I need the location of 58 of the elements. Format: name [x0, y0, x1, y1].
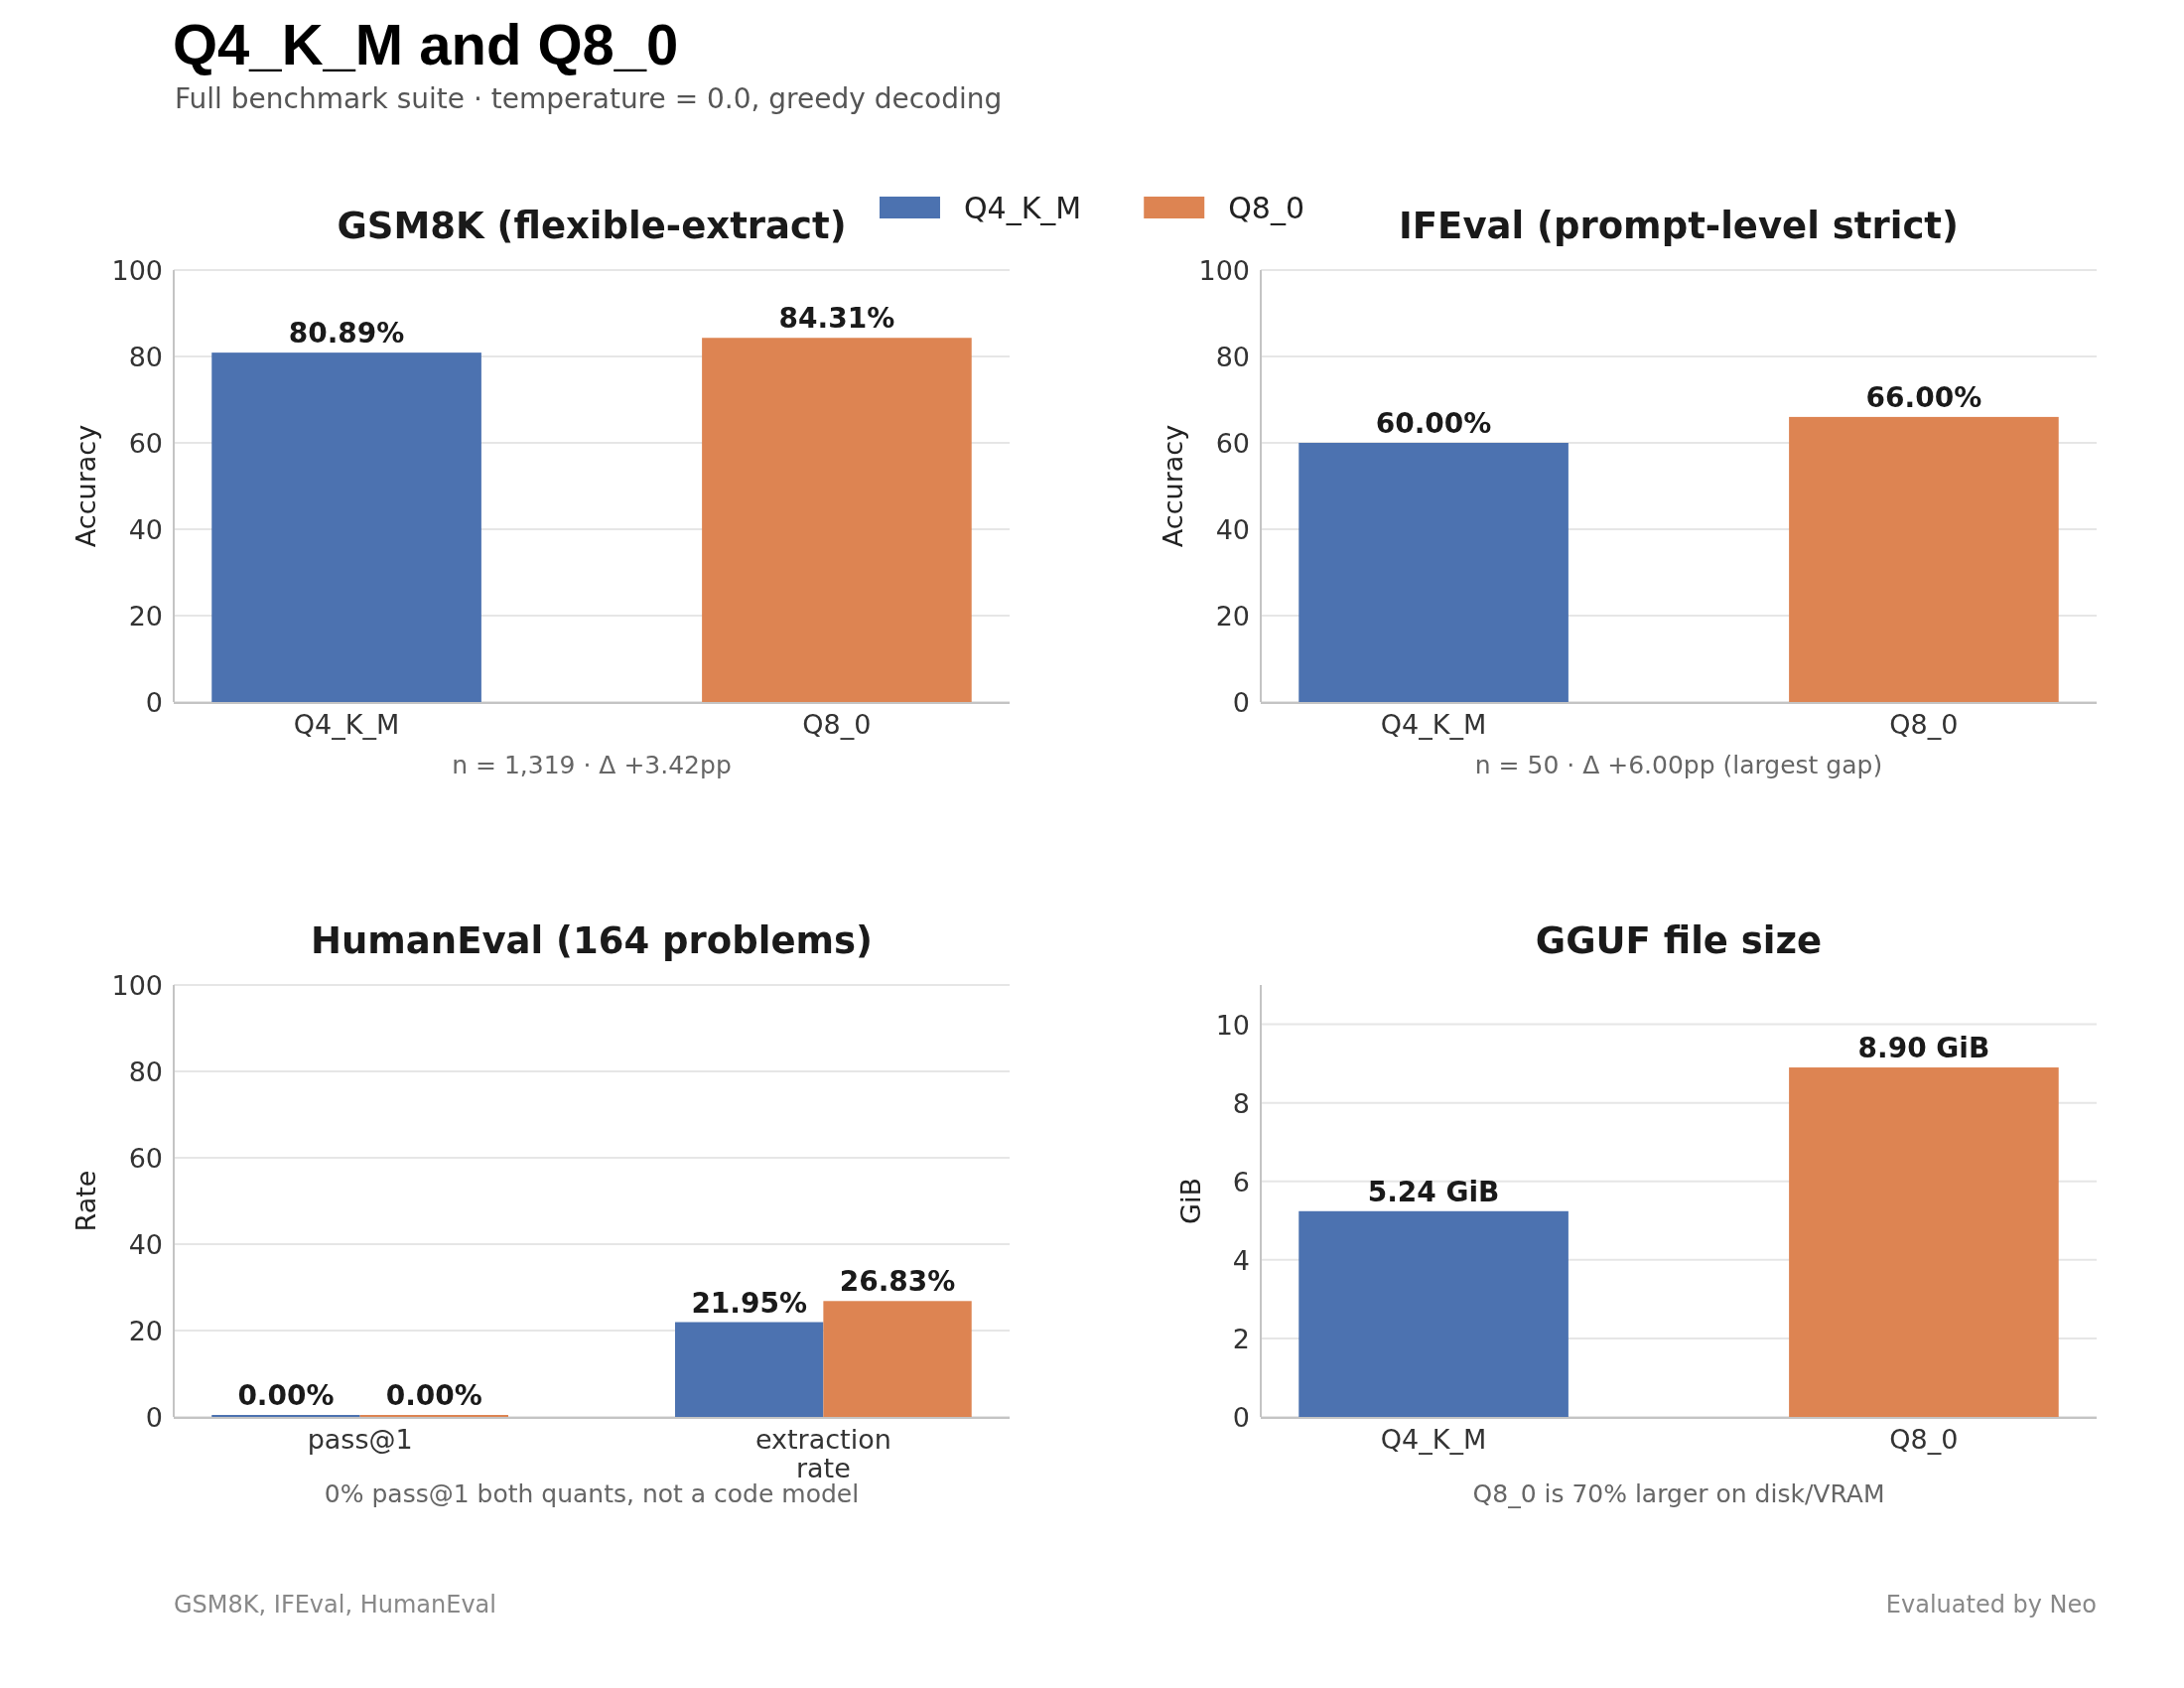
data-label: 8.90 GiB — [1857, 1032, 1990, 1065]
x-tick-label: Q8_0 — [802, 708, 872, 740]
y-tick-label: 80 — [128, 1055, 163, 1087]
text: Q4_K_M and Q8_0 — [173, 12, 679, 76]
legend-label: Q8_0 — [1228, 190, 1305, 225]
y-tick-label: 60 — [128, 1142, 163, 1174]
y-tick-label: 10 — [1215, 1009, 1250, 1041]
y-axis-title: Accuracy — [1157, 424, 1188, 548]
y-tick-label: 20 — [128, 600, 163, 632]
y-tick-label: 0 — [145, 686, 163, 718]
y-tick-label: 100 — [1198, 254, 1250, 286]
x-tick-label: Q8_0 — [1889, 708, 1959, 740]
y-tick-label: 6 — [1232, 1166, 1250, 1197]
x-tick-label: Q4_K_M — [1380, 708, 1487, 740]
y-tick-label: 40 — [128, 1228, 163, 1260]
y-tick-label: 100 — [111, 254, 163, 286]
y-axis-title: GiB — [1174, 1178, 1206, 1224]
y-tick-label: 60 — [128, 427, 163, 459]
text: Full benchmark suite · temperature = 0.0, greedy decoding — [175, 82, 1003, 115]
text: n = 50 · Δ +6.00pp (largest gap) — [1474, 751, 1883, 779]
y-tick-label: 0 — [1232, 686, 1250, 718]
data-label: 0.00% — [237, 1379, 335, 1412]
chart-title: GSM8K (flexible-extract) — [337, 205, 847, 247]
y-tick-label: 0 — [145, 1401, 163, 1433]
text: n = 1,319 · Δ +3.42pp — [452, 751, 732, 779]
x-tick-label: Q4_K_M — [293, 708, 400, 740]
chart-title: IFEval (prompt-level strict) — [1399, 205, 1959, 247]
y-tick-label: 2 — [1232, 1323, 1250, 1354]
y-tick-label: 4 — [1232, 1244, 1250, 1276]
y-axis-title: Accuracy — [69, 424, 101, 548]
y-tick-label: 20 — [128, 1315, 163, 1346]
data-label: 5.24 GiB — [1367, 1175, 1500, 1208]
y-tick-label: 80 — [1215, 341, 1250, 372]
data-label: 26.83% — [839, 1265, 956, 1299]
y-axis-title: Rate — [69, 1170, 101, 1232]
y-tick-label: 8 — [1232, 1087, 1250, 1119]
text: Q8_0 is 70% larger on disk/VRAM — [1472, 1479, 1885, 1508]
x-tick-label: Q8_0 — [1889, 1423, 1959, 1455]
text: GSM8K, IFEval, HumanEval — [174, 1591, 496, 1618]
data-label: 21.95% — [691, 1286, 807, 1320]
y-tick-label: 80 — [128, 341, 163, 372]
y-tick-label: 100 — [111, 969, 163, 1001]
y-tick-label: 40 — [128, 513, 163, 545]
data-label: 80.89% — [288, 317, 405, 351]
chart-title: HumanEval (164 problems) — [310, 919, 874, 962]
data-label: 60.00% — [1375, 407, 1492, 440]
y-tick-label: 40 — [1215, 513, 1250, 545]
data-label: 66.00% — [1865, 380, 1982, 414]
y-tick-label: 20 — [1215, 600, 1250, 632]
y-tick-label: 0 — [1232, 1401, 1250, 1433]
data-label: 84.31% — [778, 302, 895, 336]
legend-label: Q4_K_M — [963, 190, 1082, 225]
chart-title: GGUF file size — [1535, 919, 1823, 962]
text: Evaluated by Neo — [1885, 1591, 2097, 1618]
x-tick-label: Q4_K_M — [1380, 1423, 1487, 1455]
x-tick-label: pass@1 — [307, 1423, 413, 1455]
data-label: 0.00% — [385, 1379, 482, 1412]
y-tick-label: 60 — [1215, 427, 1250, 459]
